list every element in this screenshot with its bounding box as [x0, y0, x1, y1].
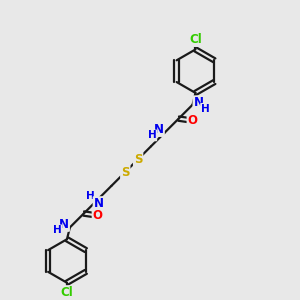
Text: Cl: Cl — [61, 286, 73, 299]
Text: N: N — [94, 197, 103, 210]
Text: N: N — [154, 123, 164, 136]
Text: N: N — [59, 218, 69, 231]
Text: S: S — [121, 166, 130, 178]
Text: N: N — [194, 96, 203, 109]
Text: S: S — [134, 153, 142, 166]
Text: H: H — [86, 191, 95, 201]
Text: H: H — [53, 225, 62, 235]
Text: O: O — [93, 209, 103, 222]
Text: H: H — [201, 104, 210, 114]
Text: H: H — [148, 130, 156, 140]
Text: Cl: Cl — [189, 33, 202, 46]
Text: O: O — [188, 114, 197, 127]
